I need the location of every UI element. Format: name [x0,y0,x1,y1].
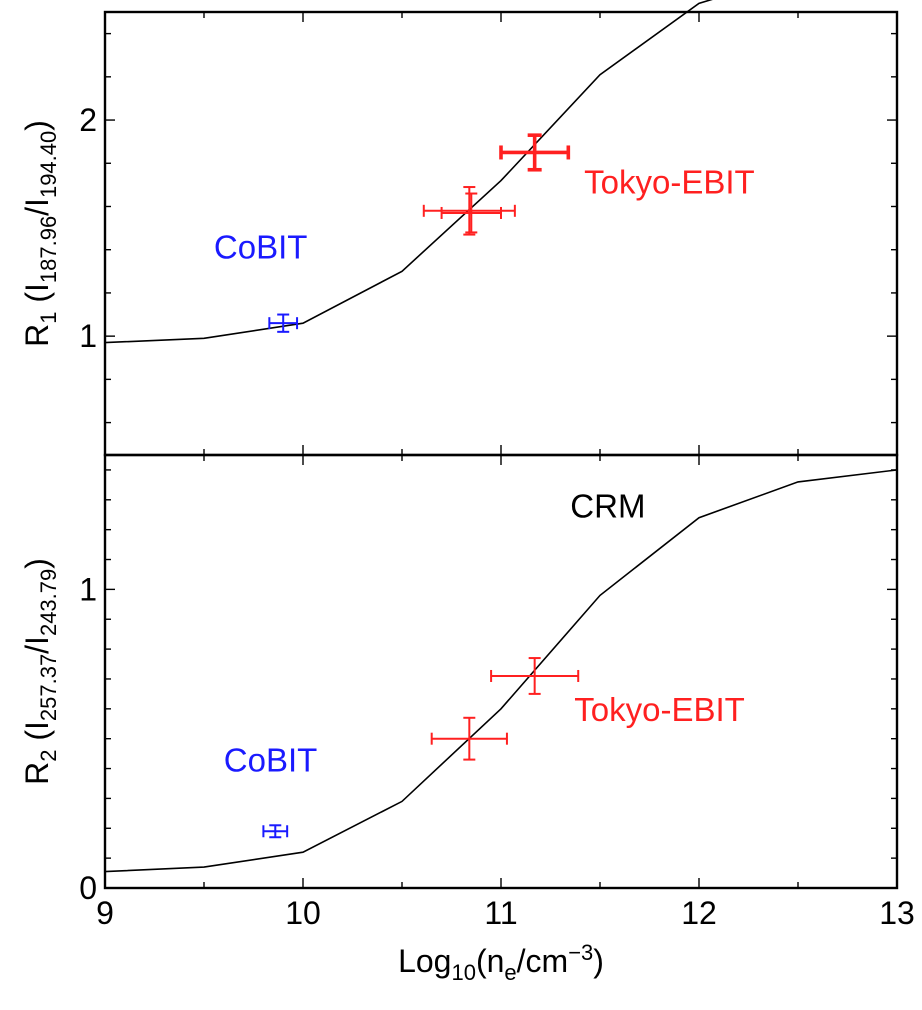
top-y-tick-label: 2 [79,102,97,138]
x-axis-label-part: −3 [568,940,593,965]
y-axis-label-part: (I [19,283,55,311]
axis-labels: R1 (I187.96/I194.40)R2 (I257.37/I243.79)… [19,120,604,985]
x-axis-label-part: (n [476,943,504,979]
y-axis-label-part: 194.40 [36,131,61,198]
bottom-x-tick-label: 11 [484,895,517,931]
x-axis-label-part: 10 [451,960,475,985]
bottom-tokyo-ebit-errorbar [430,716,508,761]
y-axis-label-part: 1 [36,312,61,324]
top-crm-curve [104,0,713,344]
panel-bottom: 0 1 9 10 11 12 13 CRM Tokyo-EBIT CoBIT [79,453,915,931]
bottom-y-tick-label: 1 [79,571,97,607]
y-axis-label-part: 187.96 [36,216,61,283]
bottom-x-tick-label: 12 [681,895,717,931]
x-axis-label-part: Log [398,943,451,979]
top-crm-label: CRM [620,0,695,2]
bottom-cobit-label: CoBIT [224,742,318,779]
bottom-crm-label: CRM [570,488,645,525]
top-cobit-errorbar [268,313,299,333]
y-axis-label-part: /I [19,636,55,654]
plot-area: 12CRMTokyo-EBITCoBIT01910111213CRMTokyo-… [79,0,915,931]
bottom-x-tick-label: 13 [879,895,915,931]
y-axis-label-part: R [19,324,55,347]
bottom-tokyo-ebit-errorbar [490,657,580,695]
bottom-crm-curve [104,469,898,873]
y-axis-label-part: 243.79 [36,569,61,636]
y-axis-label-part: /I [19,198,55,216]
x-axis-label-part: /cm [517,943,569,979]
top-tokyo-ebit-errorbar [499,133,571,172]
y-axis-label-part: ) [19,120,55,131]
bottom-x-tick-label: 9 [96,895,114,931]
bottom-cobit-errorbar [262,824,289,839]
y-axis-label-part: ) [19,558,55,569]
bottom-y-axis-label: R2 (I257.37/I243.79) [19,558,61,785]
top-tokyo-ebit-label: Tokyo-EBIT [584,164,755,201]
top-y-axis-label: R1 (I187.96/I194.40) [19,120,61,347]
y-axis-label-part: (I [19,721,55,749]
x-axis-label: Log10(ne/cm−3) [398,940,604,985]
top-cobit-label: CoBIT [214,228,308,265]
bottom-tokyo-ebit-label: Tokyo-EBIT [574,691,745,728]
top-tokyo-ebit-errorbar [422,186,516,236]
y-axis-label-part: 257.37 [36,654,61,721]
x-axis-label-part: ) [593,943,604,979]
y-axis-label-part: R [19,762,55,785]
bottom-y-tick-label: 0 [79,870,97,906]
top-tokyo-ebit-errorbar [440,192,502,234]
x-axis-label-part: e [504,960,516,985]
top-y-tick-label: 1 [79,318,97,354]
bottom-x-tick-label: 10 [285,895,321,931]
y-axis-label-part: 2 [36,750,61,762]
